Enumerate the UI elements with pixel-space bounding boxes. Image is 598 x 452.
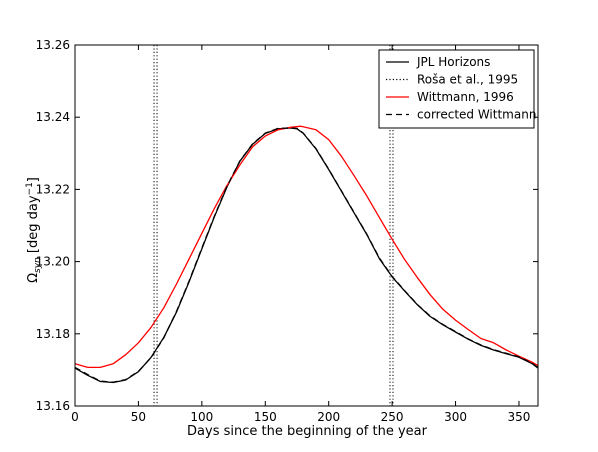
x-tick-label: 350 <box>508 410 531 424</box>
legend-label-1: Roša et al., 1995 <box>417 73 518 87</box>
axes: 0 50 100 150 200 250 300 350 13.16 13.18 13.20 13.2… <box>36 38 539 424</box>
y-axis-label-unit-exponent: −1 <box>25 182 35 195</box>
y-axis-label-subscript: syn <box>33 257 43 273</box>
series-line-2 <box>74 125 539 369</box>
series-2 <box>74 125 539 369</box>
x-tick-label: 300 <box>444 410 467 424</box>
legend: JPL Horizons Roša et al., 1995 Wittmann, 1… <box>378 49 536 129</box>
x-axis-label: Days since the beginning of the year <box>187 424 428 439</box>
x-tick-label: 200 <box>317 410 340 424</box>
legend-label-2: Wittmann, 1996 <box>417 90 514 104</box>
y-tick-label: 13.20 <box>36 255 70 269</box>
plot-area <box>74 45 539 406</box>
y-axis-label-symbol: Ω <box>26 273 41 283</box>
y-tick-label: 13.16 <box>36 399 70 413</box>
y-tick-label: 13.22 <box>36 182 70 196</box>
y-tick-label: 13.26 <box>36 38 70 52</box>
x-tick-label: 0 <box>71 410 79 424</box>
legend-label-3: corrected Wittmann <box>417 108 536 122</box>
y-axis-label-unit-close: ] <box>26 177 41 182</box>
series-1 <box>153 45 394 406</box>
plot-frame <box>74 44 539 407</box>
y-axis-label: Ωsyn [deg day−1] <box>25 177 43 283</box>
x-tick-label: 150 <box>254 410 277 424</box>
legend-frame <box>378 49 535 129</box>
y-tick-label: 13.24 <box>36 110 70 124</box>
x-tick-label: 250 <box>381 410 404 424</box>
series-3 <box>74 127 539 383</box>
x-tick-label: 50 <box>131 410 146 424</box>
y-tick-label: 13.18 <box>36 327 70 341</box>
legend-label-0: JPL Horizons <box>416 55 490 69</box>
x-tick-label: 100 <box>190 410 213 424</box>
y-axis-label-unit: [deg day <box>26 195 41 257</box>
series-line-3 <box>74 127 539 383</box>
